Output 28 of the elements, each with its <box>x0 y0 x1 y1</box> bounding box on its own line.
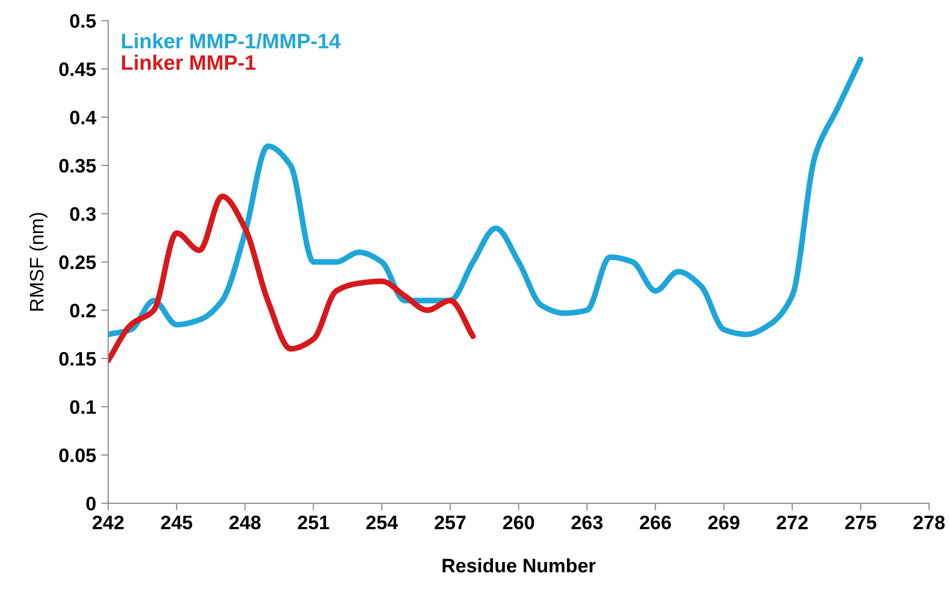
x-tick-label: 260 <box>503 516 534 530</box>
y-tick-label: 0.15 <box>59 352 96 366</box>
x-tick-label: 266 <box>640 516 671 530</box>
x-tick-label: 278 <box>914 516 945 530</box>
x-axis-title: Residue Number <box>442 558 596 572</box>
y-tick-label: 0.3 <box>70 207 96 221</box>
text: Linker MMP-1 <box>122 54 256 70</box>
y-axis-title: RMSF (nm) <box>29 212 48 311</box>
x-tick-label: 257 <box>434 516 466 530</box>
y-tick-label: 0.35 <box>59 158 96 173</box>
x-tick-label: 263 <box>571 516 603 530</box>
y-tick-label: 0.4 <box>70 110 96 124</box>
x-tick-label: 272 <box>776 516 808 530</box>
y-tick-label: 0.5 <box>70 14 96 28</box>
x-tick-label: 248 <box>229 516 261 530</box>
y-tick-label: 0 <box>86 496 96 511</box>
x-tick-label: 251 <box>298 516 330 530</box>
text: Linker MMP-1/MMP-14 <box>122 33 341 49</box>
x-tick-label: 254 <box>366 516 398 530</box>
x-tick-label: 245 <box>161 516 192 530</box>
x-tick-label: 269 <box>708 516 740 530</box>
y-tick-label: 0.2 <box>70 304 96 318</box>
x-tick-label: 242 <box>92 516 124 530</box>
x-tick-label: 275 <box>845 516 876 530</box>
y-tick-label: 0.25 <box>59 255 96 270</box>
y-tick-label: 0.45 <box>59 62 96 76</box>
y-tick-label: 0.1 <box>70 400 96 414</box>
y-tick-label: 0.05 <box>59 448 96 462</box>
